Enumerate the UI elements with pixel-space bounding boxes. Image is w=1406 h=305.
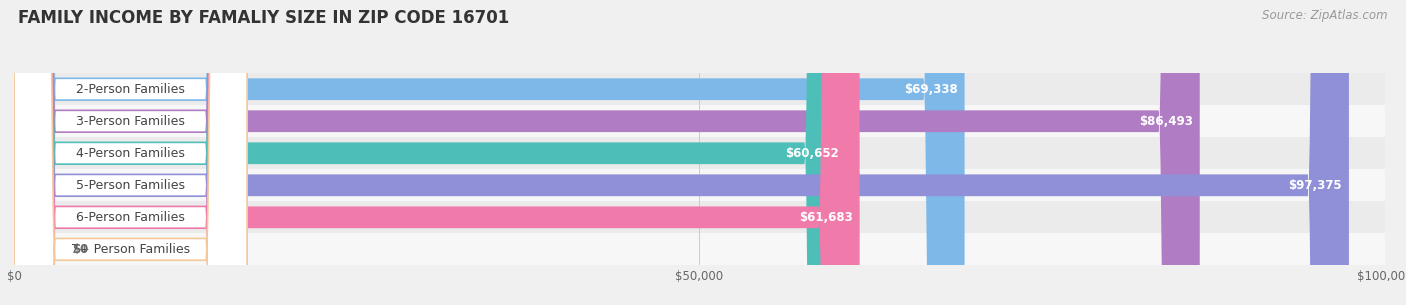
FancyBboxPatch shape — [14, 0, 965, 305]
Text: 5-Person Families: 5-Person Families — [76, 179, 186, 192]
FancyBboxPatch shape — [14, 0, 247, 305]
FancyBboxPatch shape — [14, 0, 859, 305]
Bar — [14, 201, 1385, 233]
Bar — [14, 73, 1385, 105]
Text: 3-Person Families: 3-Person Families — [76, 115, 186, 128]
Text: 6-Person Families: 6-Person Families — [76, 211, 186, 224]
Text: 4-Person Families: 4-Person Families — [76, 147, 186, 160]
Text: $69,338: $69,338 — [904, 83, 957, 96]
Text: 7+ Person Families: 7+ Person Families — [72, 243, 190, 256]
Text: $60,652: $60,652 — [785, 147, 838, 160]
Text: $0: $0 — [72, 243, 89, 256]
FancyBboxPatch shape — [14, 0, 247, 305]
Text: $86,493: $86,493 — [1139, 115, 1192, 128]
FancyBboxPatch shape — [14, 0, 1348, 305]
Bar — [14, 233, 1385, 265]
FancyBboxPatch shape — [14, 0, 1199, 305]
Text: Source: ZipAtlas.com: Source: ZipAtlas.com — [1263, 9, 1388, 22]
FancyBboxPatch shape — [14, 0, 247, 305]
Text: $61,683: $61,683 — [799, 211, 853, 224]
FancyBboxPatch shape — [14, 0, 845, 305]
FancyBboxPatch shape — [14, 0, 247, 305]
FancyBboxPatch shape — [14, 0, 55, 305]
FancyBboxPatch shape — [14, 0, 247, 305]
Bar — [14, 169, 1385, 201]
FancyBboxPatch shape — [14, 0, 247, 305]
Bar — [14, 137, 1385, 169]
Text: $97,375: $97,375 — [1288, 179, 1343, 192]
Text: FAMILY INCOME BY FAMALIY SIZE IN ZIP CODE 16701: FAMILY INCOME BY FAMALIY SIZE IN ZIP COD… — [18, 9, 509, 27]
Text: 2-Person Families: 2-Person Families — [76, 83, 186, 96]
Bar — [14, 105, 1385, 137]
